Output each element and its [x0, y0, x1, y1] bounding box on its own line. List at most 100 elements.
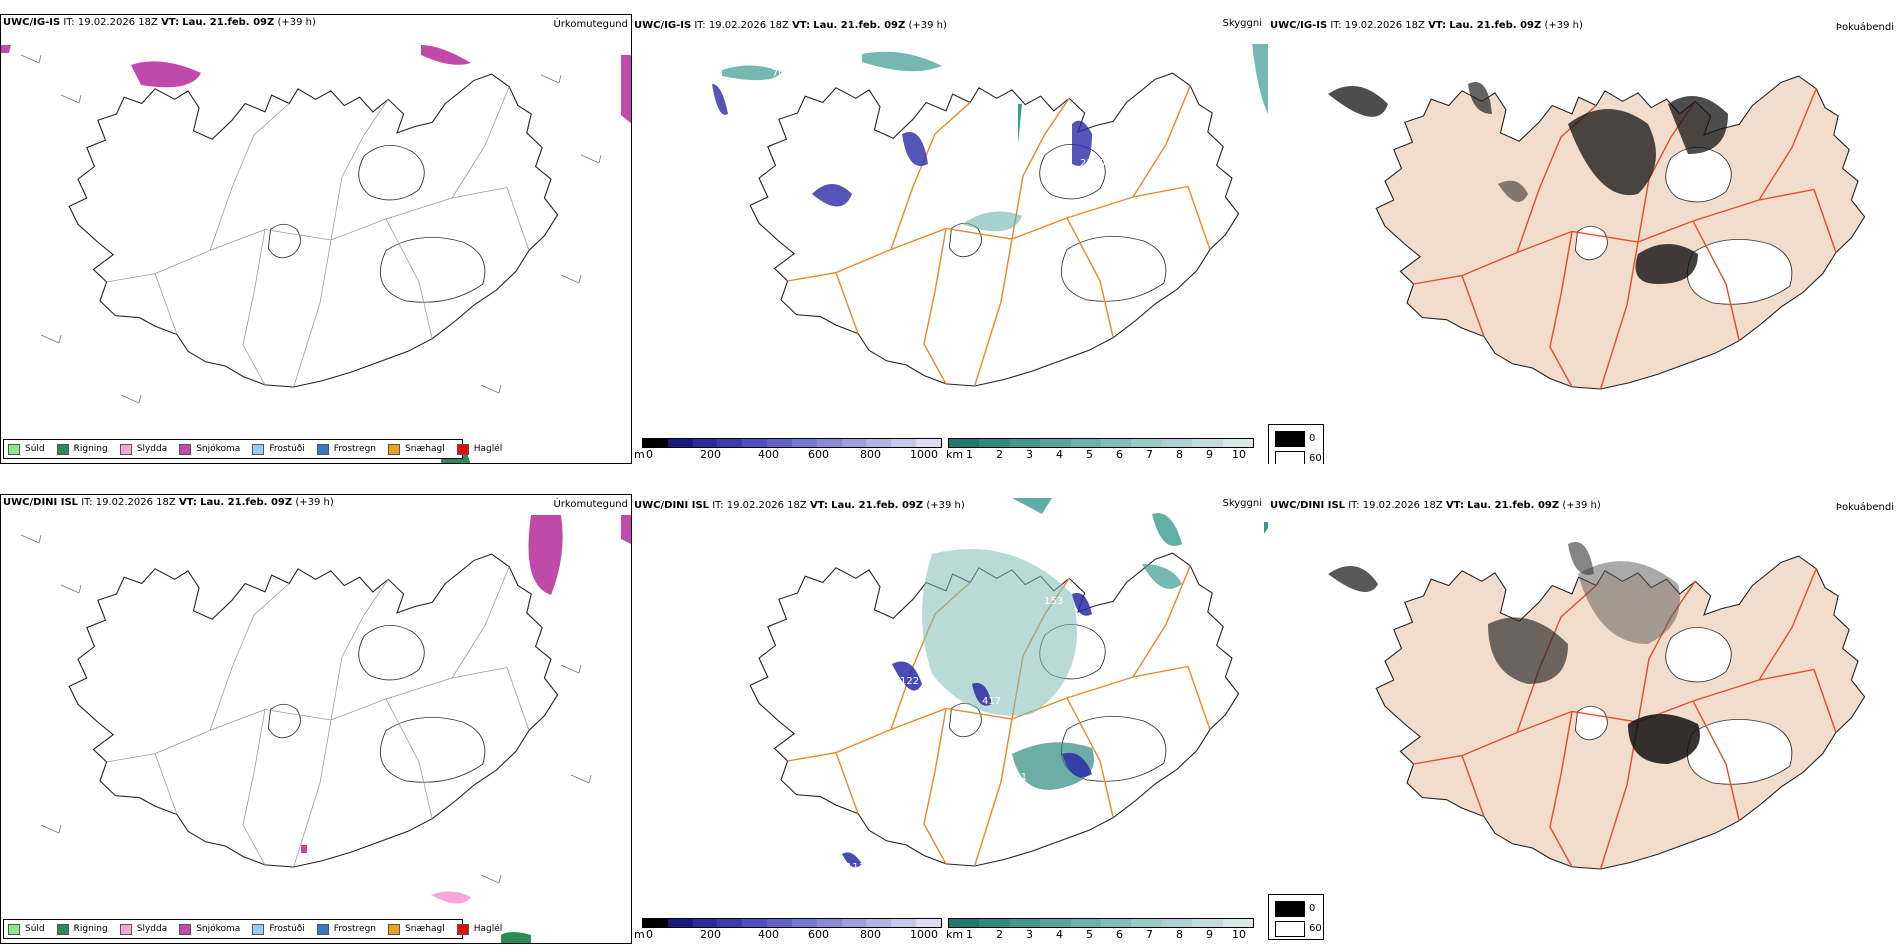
snow-area [1, 45, 11, 53]
colorbar-unit: km [946, 928, 964, 941]
lowcloud-area [712, 84, 728, 115]
visibility-area [1142, 564, 1182, 589]
cbar-cell [643, 439, 668, 447]
cbar-cell [979, 439, 1010, 447]
legend-swatch [8, 923, 20, 935]
panel-header: UWC/DINI ISL IT: 19.02.2026 18Z VT: Lau.… [634, 500, 965, 511]
panel-title: Úrkomutegund [553, 19, 628, 30]
panel-header: UWC/DINI ISL IT: 19.02.2026 18Z VT: Lau.… [3, 497, 334, 508]
precip-legend: Súld Rigning Slydda Snjókoma Frostúði Fr… [3, 919, 502, 939]
legend-item: Slydda [119, 923, 167, 935]
fog-area [1635, 244, 1698, 284]
colorbar-tick: 5 [1086, 928, 1093, 941]
legend-swatch [119, 923, 132, 935]
legend-item: Rigning [56, 443, 108, 455]
rain-area [501, 932, 531, 943]
panel-title: Þokuábendi [1835, 22, 1894, 33]
cbar-cell [816, 919, 842, 927]
cbar-cell [667, 919, 693, 927]
cbar-cell [1009, 439, 1041, 447]
colorbar-tick: 6 [1116, 928, 1123, 941]
ceiling-label: 153 [1044, 596, 1063, 607]
colorbar-strip [642, 918, 942, 928]
visibility-colorbar: km 1 2 3 4 5 6 7 8 9 10 [946, 918, 1258, 944]
precip-panel-top: UWC/IG-IS IT: 19.02.2026 18Z VT: Lau. 21… [0, 14, 632, 464]
cbar-cell [979, 919, 1010, 927]
cloud-map: 2120 14 703 [712, 44, 1268, 387]
snow-area [131, 61, 201, 88]
legend-swatch [119, 443, 132, 455]
colorbar-tick: 4 [1056, 448, 1063, 461]
fog-map [1328, 75, 1866, 390]
visibility-area [1264, 522, 1268, 534]
legend-swatch [388, 923, 401, 935]
cbar-cell [1192, 919, 1223, 927]
fog-panel-top: UWC/IG-IS IT: 19.02.2026 18Z VT: Lau. 21… [1268, 14, 1900, 464]
fog-key-light [1275, 451, 1305, 464]
precip-map [20, 515, 631, 943]
fog-key-light [1275, 921, 1305, 937]
cbar-cell [1040, 919, 1071, 927]
wind-barbs [20, 54, 602, 404]
cbar-cell [1040, 439, 1071, 447]
cbar-cell [1131, 439, 1162, 447]
fog-key-dark [1275, 431, 1305, 447]
legend-item: Frostúði [252, 443, 305, 455]
cbar-cell [742, 919, 768, 927]
cbar-cell [949, 919, 980, 927]
panel-title: Skyggni [1222, 498, 1262, 509]
legend-swatch [252, 923, 265, 935]
fog-area [1568, 542, 1594, 575]
cbar-cell [692, 919, 718, 927]
cbar-cell [717, 919, 743, 927]
cbar-cell [717, 439, 743, 447]
cloud-panel-bottom: UWC/DINI ISL IT: 19.02.2026 18Z VT: Lau.… [632, 494, 1268, 944]
fog-area [1328, 86, 1388, 117]
lowcloud-area [972, 682, 992, 706]
colorbar-tick: 4 [1056, 928, 1063, 941]
legend-item: Snæhagl [388, 923, 445, 935]
cbar-cell [791, 919, 817, 927]
cbar-cell [1070, 919, 1102, 927]
cbar-cell [1101, 439, 1132, 447]
legend-item: Haglél [456, 923, 502, 935]
cbar-cell [1131, 919, 1162, 927]
colorbar-unit: km [946, 448, 964, 461]
cbar-cell [1101, 919, 1132, 927]
visibility-area [1018, 104, 1022, 144]
colorbar-tick: 800 [860, 448, 881, 461]
cbar-cell [841, 919, 867, 927]
cbar-cell [692, 439, 718, 447]
visibility-area [722, 65, 782, 81]
legend-item: Snjókoma [179, 923, 240, 935]
fog-key: 0 60 [1268, 424, 1324, 464]
ceiling-label: 191 [1008, 772, 1027, 783]
ceiling-label: 417 [982, 696, 1001, 707]
fog-map [1328, 542, 1866, 870]
legend-swatch [179, 443, 192, 455]
fog-area [1628, 714, 1700, 764]
legend-swatch [179, 923, 192, 935]
colorbar-strip [948, 438, 1254, 448]
panel-header: UWC/IG-IS IT: 19.02.2026 18Z VT: Lau. 21… [634, 20, 947, 31]
fog-area [1668, 96, 1728, 154]
panel-title: Úrkomutegund [553, 499, 628, 510]
visibility-area [862, 51, 942, 72]
wind-barbs [20, 534, 592, 884]
colorbar-tick: 2 [996, 448, 1003, 461]
lowcloud-area [1072, 592, 1092, 616]
colorbar-tick: 200 [700, 928, 721, 941]
fog-panel-bottom: UWC/DINI ISL IT: 19.02.2026 18Z VT: Lau.… [1268, 494, 1900, 944]
lowcloud-area [842, 852, 862, 868]
colorbar-tick: 8 [1176, 928, 1183, 941]
cbar-cell [742, 439, 768, 447]
legend-item: Frostúði [252, 923, 305, 935]
iceland-outline [68, 73, 559, 388]
iceland-outline [68, 553, 559, 868]
fog-area [1328, 566, 1378, 592]
colorbar-unit: m [634, 448, 645, 461]
fog-area [1568, 109, 1656, 196]
fog-key-low: 60 [1309, 453, 1322, 464]
fog-key-dark [1275, 901, 1305, 917]
colorbar-tick: 800 [860, 928, 881, 941]
